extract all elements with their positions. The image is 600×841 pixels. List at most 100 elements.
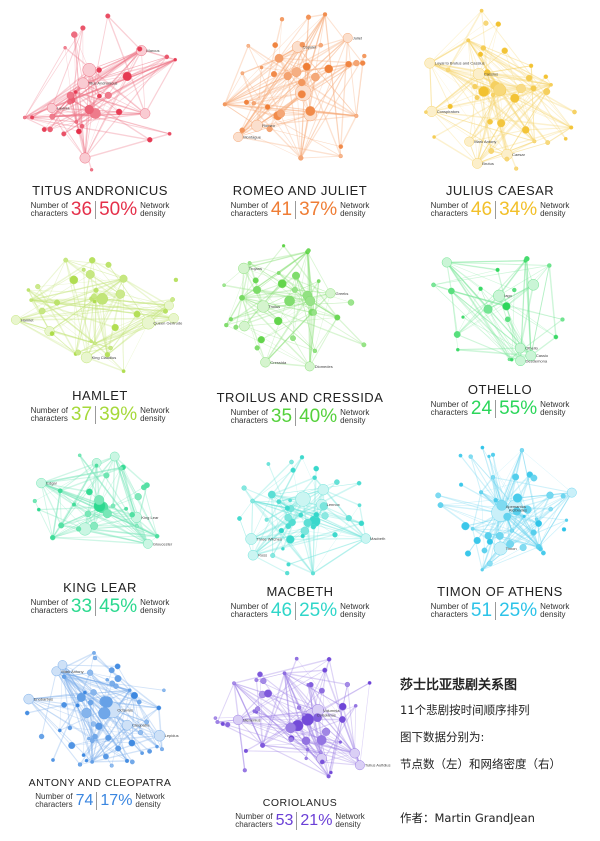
character-node	[238, 262, 250, 275]
character-node	[360, 533, 371, 544]
network-edge	[451, 290, 507, 308]
network-edge	[311, 311, 365, 346]
network-edge	[83, 269, 88, 358]
network-edge	[292, 275, 297, 339]
network-edge	[429, 62, 503, 92]
network-edge	[83, 707, 159, 756]
character-node	[530, 529, 537, 536]
network-edge	[91, 745, 158, 763]
network-edge	[296, 63, 349, 73]
network-edge	[538, 492, 573, 548]
character-node	[90, 760, 95, 764]
network-edge	[253, 103, 357, 117]
character-node	[252, 277, 259, 284]
network-edge	[278, 16, 309, 59]
network-density: 37%	[299, 199, 338, 220]
network-edge	[467, 39, 530, 79]
character-node	[75, 703, 80, 708]
network-edge	[294, 289, 331, 294]
character-node	[85, 270, 95, 279]
character-node	[246, 43, 251, 48]
character-node	[480, 568, 484, 572]
network-edge	[250, 494, 273, 540]
character-node	[162, 308, 168, 314]
network-edge	[51, 490, 61, 538]
character-node	[142, 538, 153, 549]
character-node	[159, 747, 164, 752]
network-edge	[487, 284, 534, 310]
characters-count: 51	[470, 600, 493, 621]
network-edge	[460, 484, 502, 508]
stat-divider	[96, 792, 98, 810]
character-node	[103, 472, 110, 479]
network-edge	[84, 109, 90, 159]
character-node	[134, 524, 139, 528]
network-edge	[538, 492, 573, 548]
network-edge	[547, 127, 572, 144]
network-edge	[302, 14, 326, 93]
character-node	[299, 41, 306, 48]
character-node	[170, 297, 176, 302]
character-node	[514, 166, 519, 171]
character-node	[137, 46, 143, 52]
character-node	[493, 289, 506, 302]
network-edge	[431, 110, 535, 142]
character-node	[251, 101, 256, 106]
network-edge	[292, 251, 308, 339]
character-node	[322, 12, 328, 17]
network-edge	[102, 298, 170, 307]
network-edge	[263, 292, 331, 307]
network-edge	[93, 456, 115, 526]
network-edge	[500, 450, 523, 507]
network-edge	[467, 40, 492, 152]
network-density: 25%	[299, 600, 338, 621]
network-edge	[15, 274, 91, 321]
character-label: Romeo	[262, 123, 276, 128]
network-edge	[446, 262, 481, 290]
network-edge	[28, 698, 133, 763]
character-node	[82, 690, 87, 695]
character-node	[62, 675, 67, 679]
network-edge	[252, 477, 316, 556]
network-edge	[250, 505, 325, 540]
characters-label-line1: Number of	[430, 602, 468, 611]
character-node	[302, 62, 311, 71]
network-edge	[321, 739, 355, 754]
network-edge	[120, 293, 170, 306]
character-node	[254, 706, 261, 712]
network-edge	[51, 27, 84, 109]
network-edge	[472, 492, 482, 529]
network-edge	[354, 705, 357, 754]
network-edge	[487, 284, 534, 310]
character-node	[306, 683, 310, 687]
network-edge	[433, 269, 498, 286]
density-label-line2: density	[140, 209, 166, 218]
character-node	[535, 520, 543, 527]
network-edge	[82, 56, 167, 84]
character-label: Greeks	[336, 291, 349, 296]
network-edge	[101, 298, 109, 355]
character-node	[156, 705, 162, 711]
network-edge	[254, 711, 329, 777]
network-edge	[123, 322, 149, 372]
network-edge	[505, 306, 521, 349]
network-edge	[63, 676, 93, 742]
network-edge	[252, 500, 289, 527]
character-label: Iago	[504, 293, 513, 298]
network-edge	[41, 474, 107, 484]
character-node	[32, 498, 37, 504]
characters-label-line1: Number of	[235, 812, 273, 821]
network-edge	[93, 278, 124, 297]
network-edge	[431, 111, 535, 142]
network-edge	[476, 97, 535, 142]
network-edge	[467, 40, 487, 92]
network-edge	[87, 456, 116, 515]
characters-count: 24	[470, 398, 493, 419]
network-density: 39%	[99, 404, 138, 425]
characters-count: 36	[70, 199, 93, 220]
character-node	[90, 689, 97, 696]
network-edge	[312, 538, 367, 574]
character-label: Three Witches	[256, 537, 282, 542]
network-edge	[284, 672, 313, 716]
network-edge	[487, 65, 532, 73]
